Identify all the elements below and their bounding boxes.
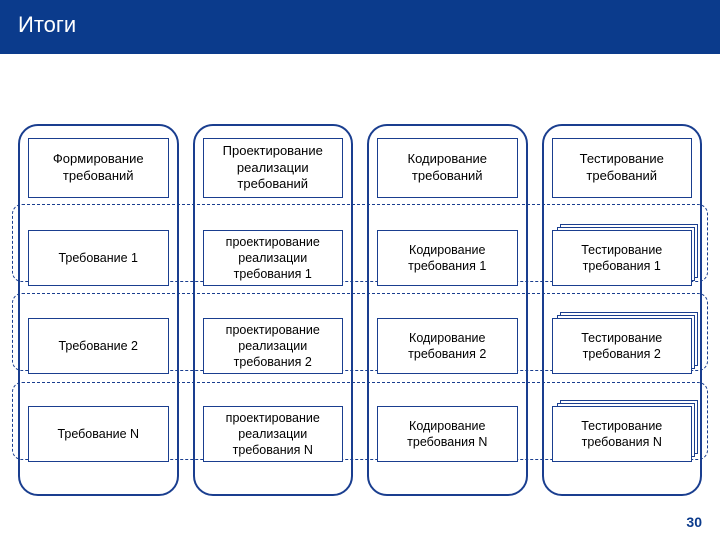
requirement-cell: Тестирование требования 1 xyxy=(552,230,693,286)
column-header: Проектирование реализации требований xyxy=(203,138,344,198)
requirement-cell: Тестирование требования N xyxy=(552,406,693,462)
phase-column: Кодирование требований Кодирование требов… xyxy=(367,124,528,496)
requirement-cell: Требование 2 xyxy=(28,318,169,374)
requirement-cell: Кодирование требования 2 xyxy=(377,318,518,374)
slide-title: Итоги xyxy=(18,12,76,37)
slide-header: Итоги xyxy=(0,0,720,54)
requirement-cell: Требование 1 xyxy=(28,230,169,286)
requirement-cell: проектирование реализации требования N xyxy=(203,406,344,462)
requirement-cell: Требование N xyxy=(28,406,169,462)
phase-column: Формирование требований Требование 1 Требо… xyxy=(18,124,179,496)
column-header: Формирование требований xyxy=(28,138,169,198)
page-number: 30 xyxy=(686,514,702,530)
column-header: Кодирование требований xyxy=(377,138,518,198)
requirement-cell: Тестирование требования 2 xyxy=(552,318,693,374)
column-header: Тестирование требований xyxy=(552,138,693,198)
requirement-cell: Кодирование требования 1 xyxy=(377,230,518,286)
phase-column: Тестирование требований Тестирование треб… xyxy=(542,124,703,496)
requirement-cell: проектирование реализации требования 1 xyxy=(203,230,344,286)
columns-container: Формирование требований Требование 1 Требо… xyxy=(18,124,702,496)
diagram-area: Формирование требований Требование 1 Требо… xyxy=(0,54,720,496)
requirement-cell: проектирование реализации требования 2 xyxy=(203,318,344,374)
phase-column: Проектирование реализации требований прое… xyxy=(193,124,354,496)
requirement-cell: Кодирование требования N xyxy=(377,406,518,462)
